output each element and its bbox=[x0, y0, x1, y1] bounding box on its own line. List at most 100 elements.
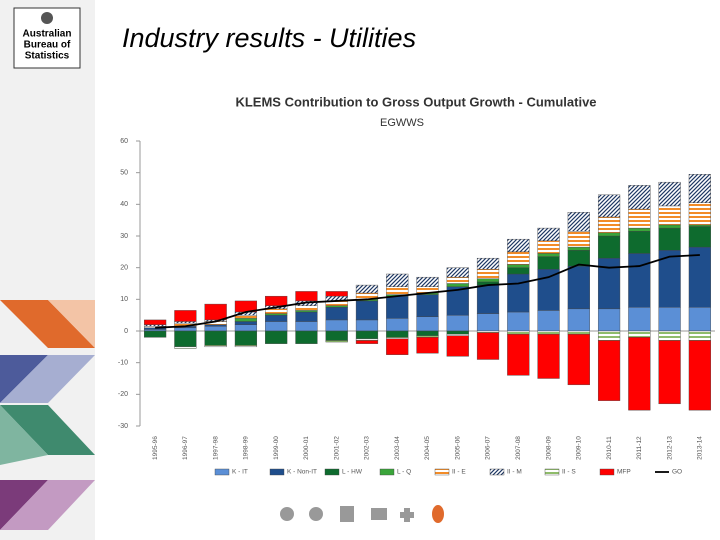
bar-segment bbox=[386, 273, 409, 287]
bar-segment bbox=[658, 307, 681, 332]
x-tick-label: 2000-01 bbox=[303, 436, 310, 460]
bar-segment bbox=[507, 267, 530, 275]
bar-segment bbox=[628, 337, 651, 411]
bar-segment bbox=[507, 251, 530, 265]
legend-swatch bbox=[599, 468, 615, 476]
y-tick-label: -30 bbox=[118, 423, 128, 430]
bar-segment bbox=[144, 324, 167, 327]
legend-swatch bbox=[379, 468, 395, 476]
bar-segment bbox=[507, 333, 530, 376]
bar-segment bbox=[234, 314, 258, 319]
x-tick-label: 1995-96 bbox=[152, 436, 159, 460]
icon bbox=[309, 507, 323, 521]
x-tick-label: 2008-09 bbox=[545, 436, 552, 460]
chart-title: KLEMS Contribution to Gross Output Growt… bbox=[235, 94, 596, 109]
legend-swatch bbox=[434, 468, 450, 476]
bar-segment bbox=[688, 226, 711, 248]
bar-segment bbox=[628, 330, 651, 338]
bar-segment bbox=[446, 267, 469, 278]
bar-segment bbox=[174, 327, 197, 332]
bar-segment bbox=[174, 346, 197, 349]
bar-segment bbox=[355, 319, 379, 332]
legend-label: L - Q bbox=[397, 469, 411, 476]
bar-segment bbox=[658, 205, 681, 226]
bar-segment bbox=[204, 303, 227, 321]
bar-segment bbox=[295, 310, 318, 313]
chevron bbox=[0, 355, 95, 403]
x-tick-label: 2012-13 bbox=[666, 436, 673, 460]
bar-segment bbox=[537, 240, 560, 254]
bar-segment bbox=[476, 332, 500, 360]
legend-label: MFP bbox=[617, 469, 631, 476]
chevron bbox=[0, 300, 95, 348]
y-tick-label: 30 bbox=[120, 233, 128, 240]
bar-segment bbox=[355, 300, 379, 321]
bar-segment bbox=[597, 340, 621, 401]
bar-segment bbox=[628, 231, 651, 254]
bar-segment bbox=[234, 321, 258, 325]
bar-segment bbox=[567, 265, 590, 310]
bar-segment bbox=[295, 291, 318, 302]
bar-segment bbox=[537, 310, 560, 332]
bar-segment bbox=[688, 340, 711, 411]
bar-segment bbox=[537, 333, 560, 379]
bar-segment bbox=[658, 224, 681, 229]
bar-segment bbox=[476, 278, 500, 283]
bar-segment bbox=[597, 232, 621, 237]
bar-segment bbox=[174, 310, 197, 322]
bar-segment bbox=[628, 208, 651, 229]
bar-segment bbox=[265, 321, 288, 332]
bar-segment bbox=[567, 308, 590, 332]
bar-segment bbox=[325, 291, 348, 297]
bar-segment bbox=[416, 335, 439, 338]
y-tick-label: 50 bbox=[120, 170, 128, 177]
bar-segment bbox=[325, 319, 348, 332]
bar-segment bbox=[446, 314, 469, 332]
x-tick-label: 1999-00 bbox=[273, 436, 280, 460]
logo-text: Bureau of bbox=[24, 40, 71, 51]
bar-segment bbox=[204, 345, 227, 348]
bar-segment bbox=[658, 227, 681, 251]
icon bbox=[371, 508, 387, 520]
bar-segment bbox=[507, 330, 530, 335]
bar-segment bbox=[355, 340, 379, 344]
bar-segment bbox=[416, 316, 439, 332]
bar-segment bbox=[688, 330, 711, 341]
bar-segment bbox=[295, 321, 318, 332]
bar-segment bbox=[567, 333, 590, 386]
bar-segment bbox=[386, 337, 409, 340]
x-tick-label: 1997-98 bbox=[212, 436, 219, 460]
bar-segment bbox=[295, 330, 318, 344]
bar-segment bbox=[476, 330, 500, 333]
legend-label: GO bbox=[672, 469, 682, 476]
bar-segment bbox=[174, 321, 197, 324]
bar-segment bbox=[537, 253, 560, 257]
bar-segment bbox=[295, 305, 318, 311]
legend-label: II - E bbox=[452, 469, 466, 476]
y-tick-label: 60 bbox=[120, 138, 128, 145]
footer-icons bbox=[280, 505, 444, 523]
bar-segment bbox=[295, 311, 318, 322]
bar-segment bbox=[355, 338, 379, 341]
logo-crest bbox=[41, 12, 53, 24]
legend-label: K - IT bbox=[232, 469, 248, 476]
bar-segment bbox=[386, 286, 409, 295]
bar-segment bbox=[265, 314, 288, 322]
bar-segment bbox=[234, 345, 258, 348]
bar-segment bbox=[537, 330, 560, 335]
y-tick-label: 20 bbox=[120, 265, 128, 272]
bar-segment bbox=[537, 269, 560, 311]
bar-segment bbox=[446, 335, 469, 357]
bar-segment bbox=[325, 330, 348, 341]
legend-swatch bbox=[214, 468, 230, 476]
bar-segment bbox=[416, 294, 439, 317]
bar-segment bbox=[204, 330, 227, 346]
bar-segment bbox=[567, 246, 590, 251]
y-tick-label: 40 bbox=[120, 201, 128, 208]
x-tick-label: 1998-99 bbox=[243, 436, 250, 460]
bar-segment bbox=[476, 284, 500, 314]
bar-segment bbox=[597, 194, 621, 218]
legend-swatch bbox=[324, 468, 340, 476]
x-tick-label: 2013-14 bbox=[697, 436, 704, 460]
